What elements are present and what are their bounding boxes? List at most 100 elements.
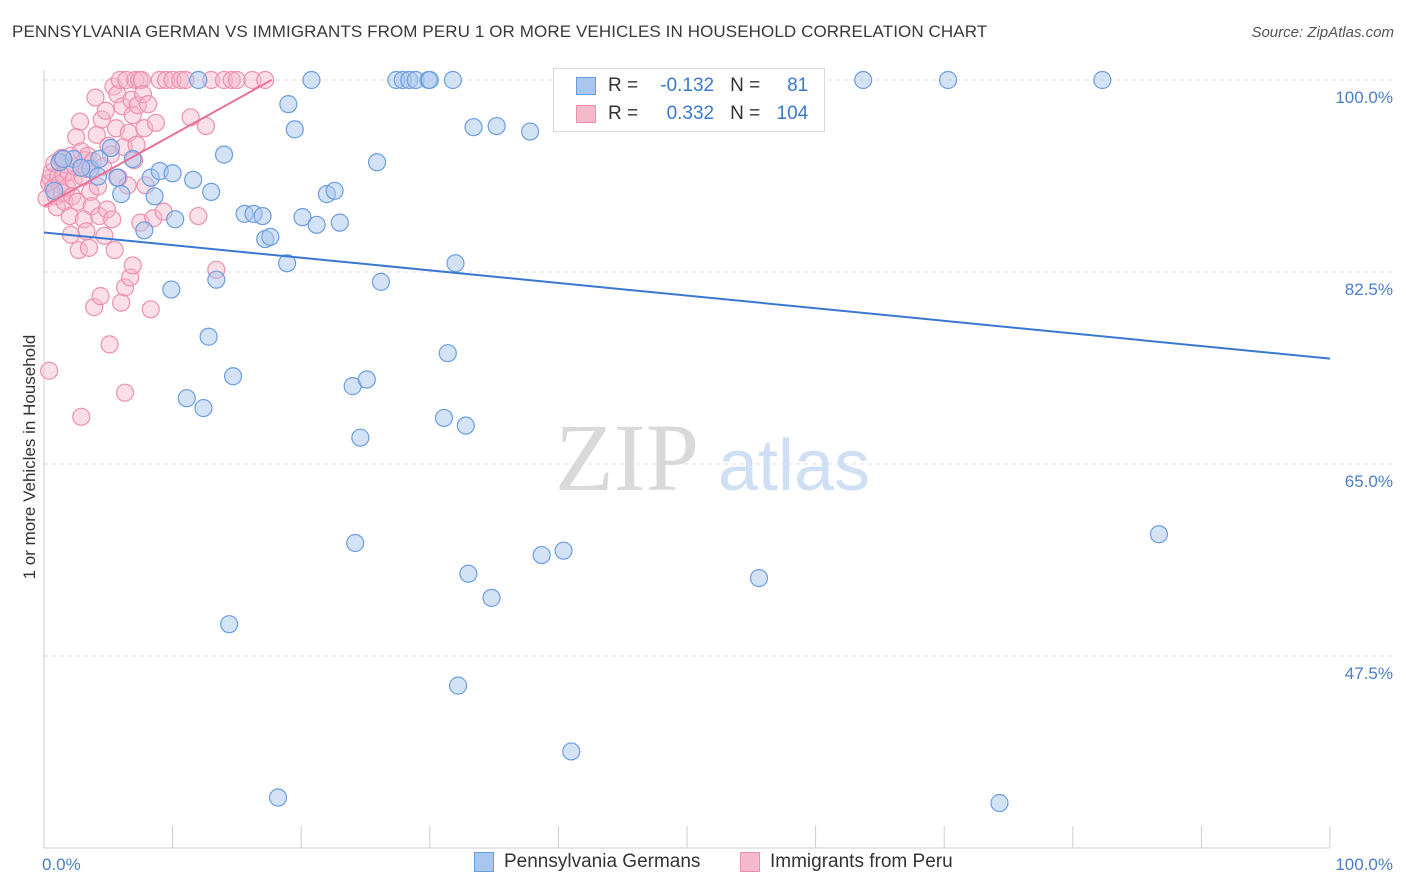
point-peru xyxy=(105,240,124,260)
y-tick-label: 47.5% xyxy=(1345,664,1393,683)
point-peru xyxy=(139,95,158,114)
point-pa-german xyxy=(532,545,551,565)
point-peru xyxy=(146,113,165,132)
point-peru xyxy=(60,206,79,226)
point-pa-german xyxy=(163,164,182,183)
point-pa-german xyxy=(420,70,439,90)
point-pa-german xyxy=(307,215,326,234)
point-pa-german xyxy=(1149,525,1169,544)
point-peru xyxy=(196,116,216,136)
watermark-zip: ZIP xyxy=(555,404,699,511)
point-pa-german xyxy=(72,158,91,177)
point-peru xyxy=(110,70,129,90)
point-peru xyxy=(70,112,90,131)
point-pa-german xyxy=(202,182,221,202)
legend-swatch-blue xyxy=(474,852,494,872)
point-pa-german xyxy=(330,213,349,232)
legend-r-label: R = xyxy=(608,103,639,124)
point-pa-german xyxy=(749,569,769,588)
point-pa-german xyxy=(194,398,213,418)
point-pa-german xyxy=(367,153,387,172)
x-tick-label-max: 100.0% xyxy=(1335,855,1393,874)
point-peru xyxy=(100,335,119,354)
point-pa-german xyxy=(459,564,478,583)
point-peru xyxy=(227,70,246,90)
point-pa-german xyxy=(448,676,468,695)
legend-n-value: 104 xyxy=(776,103,809,124)
point-peru xyxy=(40,361,59,380)
watermark-atlas: atlas xyxy=(718,426,870,506)
legend-item-pa-german[interactable]: Pennsylvania Germans xyxy=(474,851,700,873)
point-pa-german xyxy=(220,615,239,634)
point-pa-german xyxy=(434,408,454,428)
point-peru xyxy=(96,101,115,120)
point-peru xyxy=(91,287,110,306)
legend-r-value: 0.332 xyxy=(666,103,715,124)
legend-row-peru: R = 0.332 N = 104 xyxy=(576,101,808,127)
point-pa-german xyxy=(108,168,127,187)
point-peru xyxy=(82,197,101,216)
y-tick-label: 82.5% xyxy=(1345,280,1393,299)
point-peru xyxy=(97,200,117,219)
point-peru xyxy=(144,209,163,228)
point-peru xyxy=(163,70,182,90)
point-pa-german xyxy=(443,70,463,90)
point-peru xyxy=(126,70,145,90)
point-pa-german xyxy=(54,149,73,169)
legend-swatch-blue xyxy=(576,77,596,95)
point-pa-german xyxy=(487,116,506,136)
trend-line-pa-german xyxy=(43,231,1331,360)
legend-row-pa-german: R = -0.132 N = 81 xyxy=(576,73,808,99)
legend-n-value: 81 xyxy=(787,75,809,96)
point-peru xyxy=(157,70,176,90)
point-pa-german xyxy=(268,788,288,807)
legend-r-value: -0.132 xyxy=(660,75,715,96)
point-pa-german xyxy=(90,149,109,169)
legend-n-label: N = xyxy=(730,75,761,96)
point-peru xyxy=(256,70,275,90)
point-peru xyxy=(189,206,208,226)
point-pa-german xyxy=(207,270,226,289)
point-peru xyxy=(181,108,200,127)
point-pa-german xyxy=(482,588,501,607)
legend-swatch-pink xyxy=(576,105,596,123)
point-peru xyxy=(115,383,135,402)
series-pa-german-points xyxy=(45,70,1169,813)
point-peru xyxy=(108,85,127,104)
point-pa-german xyxy=(101,138,120,158)
axes xyxy=(43,70,1331,849)
point-pa-german xyxy=(562,742,581,761)
point-peru xyxy=(103,210,122,229)
point-pa-german xyxy=(854,70,873,90)
point-pa-german xyxy=(253,206,272,226)
point-peru xyxy=(141,300,160,319)
point-pa-german xyxy=(346,533,365,553)
point-peru xyxy=(68,192,87,211)
y-tick-label: 65.0% xyxy=(1345,472,1393,491)
x-tick-label-min: 0.0% xyxy=(42,855,81,874)
point-pa-german xyxy=(357,370,376,389)
point-pa-german xyxy=(135,221,154,240)
legend-n-label: N = xyxy=(730,103,761,124)
point-peru xyxy=(123,106,142,125)
point-pa-german xyxy=(302,70,321,90)
point-peru xyxy=(115,278,135,297)
point-peru xyxy=(85,298,104,317)
point-pa-german xyxy=(438,344,457,363)
point-pa-german xyxy=(223,367,243,386)
point-pa-german xyxy=(162,280,181,299)
legend-swatch-pink xyxy=(740,852,760,872)
point-peru xyxy=(133,85,153,104)
point-peru xyxy=(123,256,142,275)
point-peru xyxy=(135,119,154,138)
point-peru xyxy=(67,127,86,147)
point-peru xyxy=(243,70,262,90)
legend-item-peru[interactable]: Immigrants from Peru xyxy=(740,851,953,873)
point-peru xyxy=(72,407,91,426)
gridlines xyxy=(44,79,1393,657)
point-pa-german xyxy=(214,145,234,164)
point-pa-german xyxy=(112,185,131,204)
point-peru xyxy=(150,70,169,90)
point-pa-german xyxy=(277,254,297,273)
